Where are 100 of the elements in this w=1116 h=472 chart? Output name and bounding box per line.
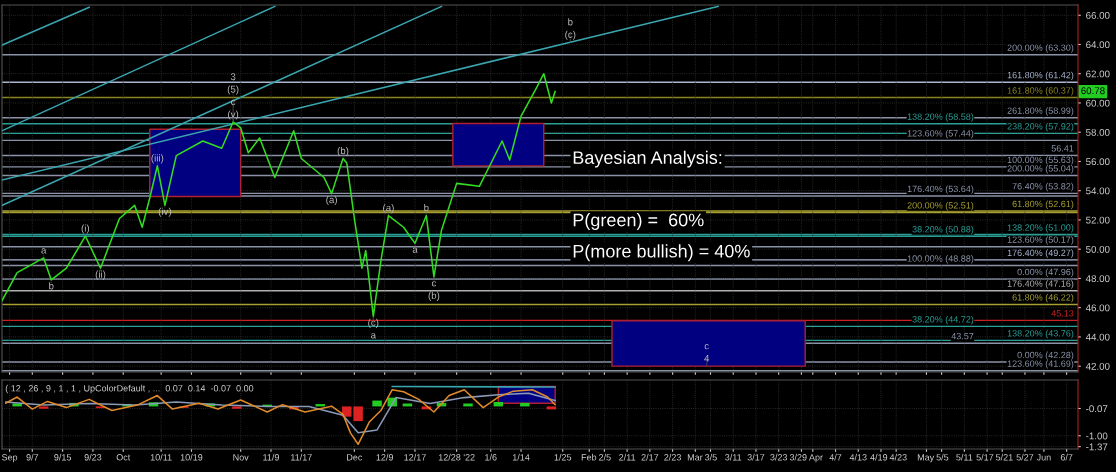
x-tick-label: 1/14 <box>512 453 530 461</box>
annotation: 4 <box>704 355 710 362</box>
y-tick-label: 60.00 <box>1086 99 1110 107</box>
ref-line-label: 138.20% (43.76) <box>1007 329 1074 339</box>
x-tick-label: 12/17 <box>404 453 426 461</box>
ref-line-label: 61.80% (46.22) <box>1012 293 1074 303</box>
annotation: P(green) = 60% <box>573 213 704 230</box>
ref-line-label: 161.80% (61.42) <box>1007 71 1074 81</box>
x-tick-label: 11/9 <box>263 453 280 461</box>
x-tick-label: 3/17 <box>747 453 765 461</box>
x-tick-label: 5/11 <box>956 453 973 461</box>
x-tick-label: 3/29 <box>789 453 807 461</box>
x-tick-label: 4/23 <box>889 453 907 461</box>
y-tick-label: 58.00 <box>1086 128 1110 136</box>
annotation: (b) <box>428 291 440 301</box>
x-tick-label: 1/25 <box>554 453 572 461</box>
x-tick-label: Mar <box>687 454 703 461</box>
ref-line-label: 200.00% (55.04) <box>1007 164 1074 174</box>
x-tick-label: 10/19 <box>180 453 203 461</box>
annotation: ( 12 , 26 , 9 , 1 , 1 , UpColorDefault , ... 0.07 0.14 -0.07 0.00 <box>5 384 254 394</box>
annotation: (c) <box>565 30 576 40</box>
y-tick-label: 48.00 <box>1085 275 1110 283</box>
x-tick-label: 3/23 <box>770 453 788 461</box>
annotation: Bayesian Analysis: <box>573 150 722 168</box>
y-tick-label: 66.00 <box>1086 11 1110 19</box>
x-tick-label: Jun <box>1036 454 1051 461</box>
ref-line-label: 123.60% (41.69) <box>1007 360 1074 369</box>
x-tick-label: 12/28 '22 <box>438 453 475 461</box>
y-tick-label: 64.00 <box>1086 41 1110 49</box>
x-tick-label: 2/17 <box>641 453 659 461</box>
ref-line-label: 176.40% (47.16) <box>1007 280 1074 289</box>
ref-line-label: 238.20% (57.92) <box>1007 122 1074 132</box>
y-tick-label: -0.07 <box>1086 405 1108 413</box>
x-tick-label: Oct <box>116 454 131 461</box>
ref-line-label: 100.00% (55.63) <box>1007 156 1074 165</box>
annotation: P(more bullish) = 40% <box>573 244 750 262</box>
x-tick-label: 2/23 <box>664 453 681 461</box>
y-tick-label: 54.00 <box>1086 187 1110 195</box>
y-tick-label: 50.00 <box>1086 245 1110 253</box>
ref-line-label: 76.40% (53.82) <box>1012 182 1074 192</box>
ref-line-label: 200.00% (52.51) <box>907 201 974 211</box>
x-tick-label: 11/17 <box>291 453 312 461</box>
x-tick-label: 5/27 <box>1016 453 1034 461</box>
annotation: (b) <box>337 147 349 157</box>
y-tick-label: 46.00 <box>1085 304 1110 312</box>
x-tick-label: 12/9 <box>376 453 394 461</box>
x-tick-label: 1/6 <box>485 453 497 461</box>
y-tick-label: 62.00 <box>1086 70 1110 78</box>
ref-line-label: 261.80% (58.99) <box>1007 107 1074 116</box>
annotation: (5) <box>227 85 239 95</box>
x-tick-label: 4/13 <box>849 453 867 461</box>
annotation: c <box>431 281 437 287</box>
ref-line-label: 176.40% (49.27) <box>1007 249 1074 258</box>
x-tick-label: 10/11 <box>150 453 172 461</box>
x-tick-label: May <box>917 454 935 463</box>
x-tick-label: 3/11 <box>725 453 742 461</box>
annotation: a <box>412 247 418 253</box>
ref-line-label: 161.80% (60.37) <box>1007 87 1074 96</box>
ref-line-label: 45.13 <box>1051 310 1074 317</box>
annotation: (i) <box>81 224 90 234</box>
ref-line-label: 100.00% (48.88) <box>907 255 974 264</box>
annotation: (ii) <box>95 270 106 280</box>
ref-line-label: 138.20% (58.58) <box>907 113 974 122</box>
y-tick-label: 52.00 <box>1086 216 1110 224</box>
x-tick-label: 3/5 <box>704 453 717 461</box>
y-tick-label: 42.00 <box>1085 362 1110 370</box>
ref-line-label: 138.20% (51.00) <box>1007 224 1074 233</box>
x-tick-label: Sep <box>1 454 18 463</box>
ref-line-label: 38.20% (44.72) <box>912 315 974 325</box>
x-tick-label: Apr <box>808 454 823 463</box>
annotation: 3 <box>230 73 236 81</box>
ref-line-label: 176.40% (53.64) <box>907 185 974 194</box>
x-tick-label: Nov <box>233 454 249 461</box>
x-tick-label: 9/23 <box>84 453 102 461</box>
annotation: c <box>231 99 236 106</box>
x-tick-label: 5/5 <box>936 453 949 461</box>
x-tick-label: 6/7 <box>1060 453 1073 461</box>
ref-line-label: 123.60% (50.17) <box>1007 236 1074 245</box>
text: 60.78 <box>1081 87 1105 95</box>
ref-line-label: 56.41 <box>1051 145 1074 152</box>
y-tick-label: -1.37 <box>1086 443 1108 451</box>
y-tick-label: -1.00 <box>1086 432 1108 440</box>
x-tick-label: 9/7 <box>26 453 39 461</box>
x-tick-label: 5/21 <box>995 453 1013 461</box>
ref-line-label: 0.00% (47.96) <box>1017 268 1074 277</box>
annotation: a <box>41 248 47 254</box>
annotation: b <box>568 18 573 26</box>
annotation: c <box>704 343 709 350</box>
x-tick-label: 9/15 <box>54 453 72 461</box>
annotation: (iii) <box>151 154 164 164</box>
y-tick-label: 44.00 <box>1085 333 1110 341</box>
ref-line-label: 0.00% (42.28) <box>1017 351 1074 360</box>
ref-line-label: 200.00% (63.30) <box>1007 44 1074 53</box>
x-tick-label: Dec <box>347 454 363 461</box>
x-tick-label: 4/19 <box>870 453 888 461</box>
annotation: (c) <box>368 318 379 328</box>
x-tick-label: 2/11 <box>619 453 636 461</box>
annotation: b <box>424 204 429 212</box>
x-tick-label: 5/17 <box>976 453 994 461</box>
y-tick-label: 56.00 <box>1086 158 1110 166</box>
